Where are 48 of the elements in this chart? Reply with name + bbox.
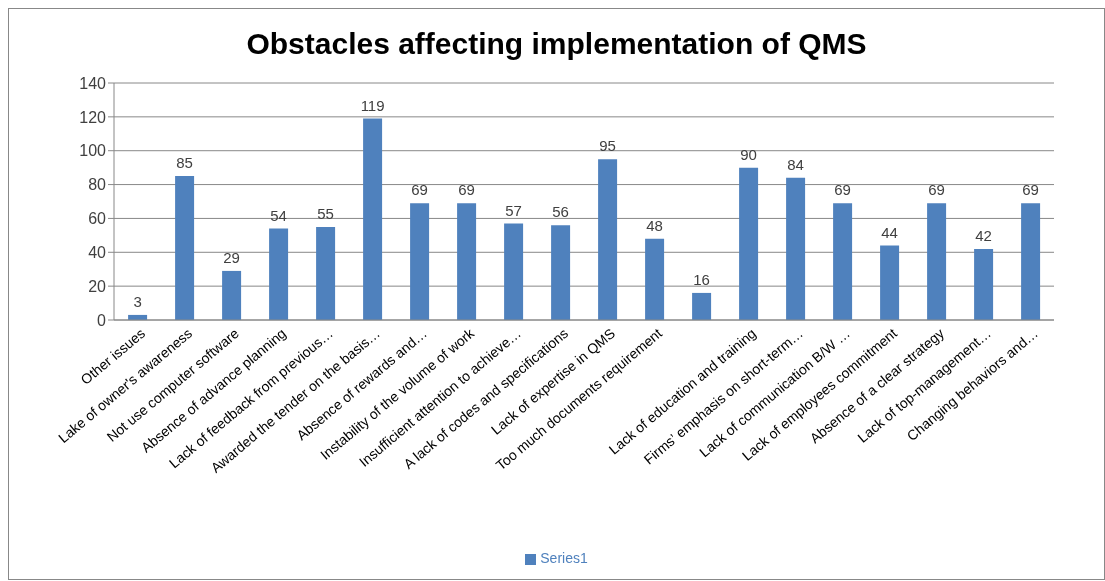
- chart-title: Obstacles affecting implementation of QMS: [245, 27, 868, 62]
- bar: [1021, 203, 1041, 320]
- data-label: 95: [599, 137, 616, 155]
- bar: [504, 223, 524, 320]
- data-label: 69: [928, 181, 945, 199]
- data-label: 56: [552, 203, 569, 221]
- data-label: 119: [360, 96, 385, 114]
- y-tick-label: 60: [88, 210, 107, 228]
- data-label: 16: [693, 270, 710, 288]
- data-label: 42: [975, 226, 992, 244]
- data-label: 55: [317, 204, 334, 222]
- data-label: 69: [1022, 181, 1039, 199]
- y-tick-label: 80: [88, 176, 107, 194]
- bar: [222, 270, 242, 320]
- bar: [645, 238, 665, 320]
- bar: [598, 159, 618, 320]
- data-label: 3: [133, 292, 142, 310]
- bar: [457, 203, 477, 320]
- y-tick-label: 20: [88, 277, 107, 295]
- bar: [739, 167, 759, 320]
- bar: [786, 177, 806, 320]
- bar: [927, 203, 947, 320]
- data-label: 69: [411, 181, 428, 199]
- data-label: 84: [787, 155, 804, 173]
- bar: [880, 245, 900, 320]
- bar: [833, 203, 853, 320]
- y-tick-label: 120: [79, 108, 107, 126]
- data-label: 29: [223, 248, 240, 266]
- legend-label: Series1: [540, 550, 588, 566]
- bar: [551, 225, 571, 320]
- bar: [363, 118, 383, 320]
- data-label: 90: [740, 145, 757, 163]
- bar: [269, 228, 289, 320]
- y-tick-label: 140: [79, 74, 107, 92]
- y-tick-label: 40: [88, 243, 107, 261]
- data-label: 69: [834, 181, 851, 199]
- data-label: 44: [881, 223, 898, 241]
- bar: [974, 248, 994, 320]
- data-label: 48: [646, 216, 663, 234]
- data-label: 57: [505, 201, 522, 219]
- bar: [175, 176, 195, 320]
- y-tick-label: 0: [97, 311, 107, 329]
- bar: [316, 226, 336, 320]
- data-label: 85: [176, 154, 193, 172]
- bar: [410, 203, 430, 320]
- y-tick-label: 100: [79, 142, 107, 160]
- data-label: 69: [458, 181, 475, 199]
- bar: [692, 292, 712, 320]
